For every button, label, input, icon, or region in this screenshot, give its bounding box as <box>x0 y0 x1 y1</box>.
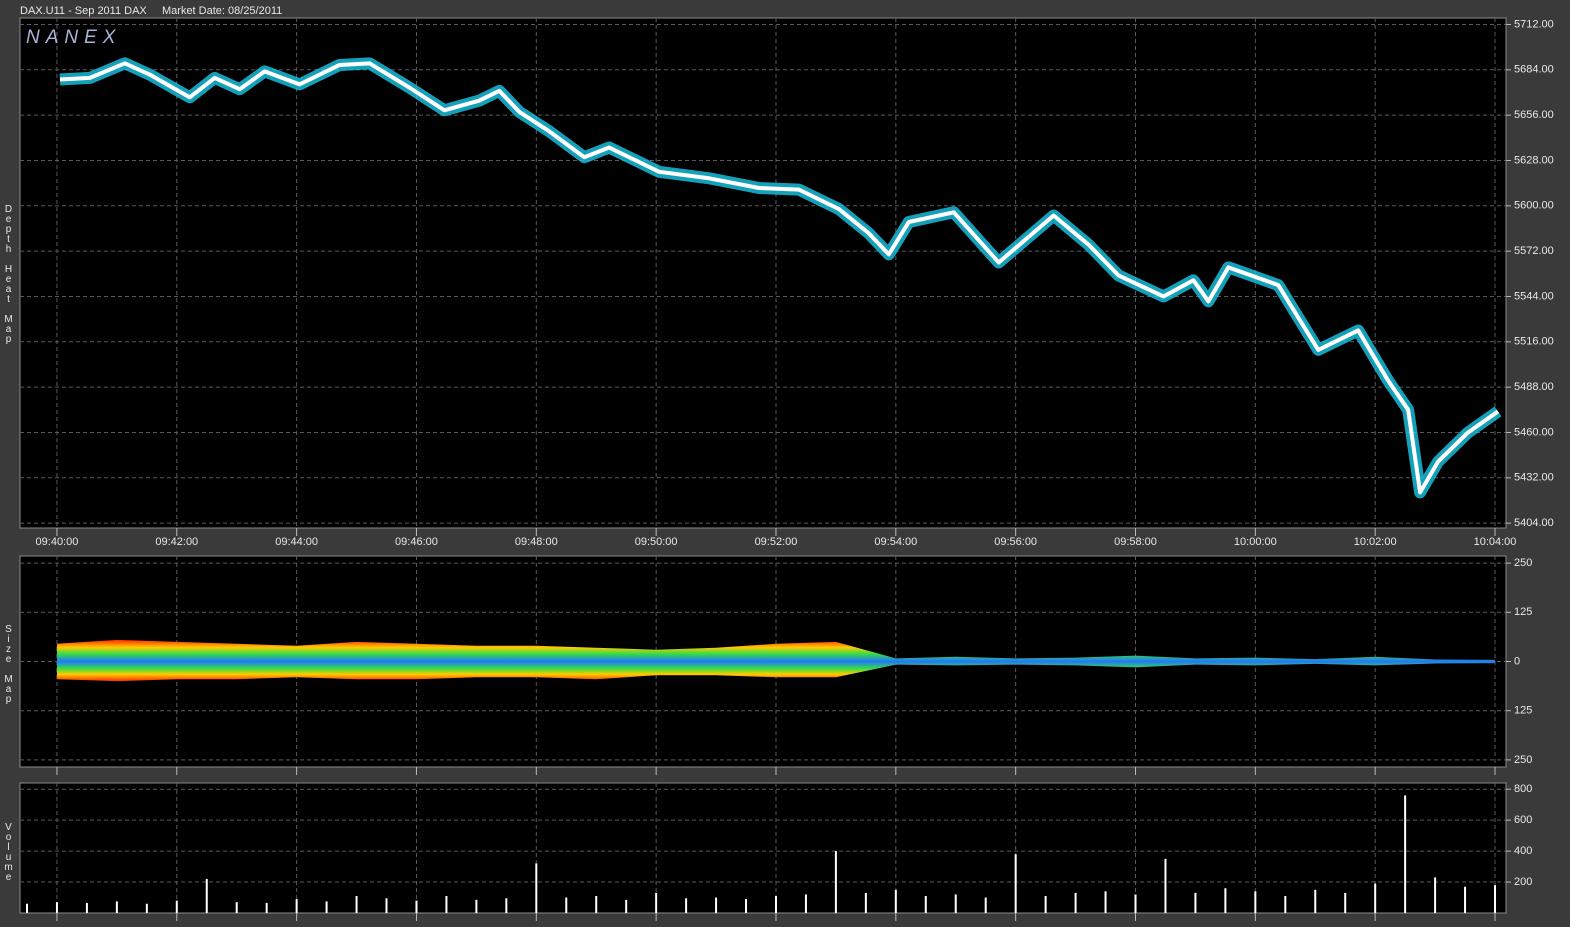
volume-bar <box>1194 892 1197 913</box>
y-tick-label: 200 <box>1514 876 1532 888</box>
x-tick-label: 10:00:00 <box>1234 536 1277 548</box>
y-tick-label: 250 <box>1514 754 1532 766</box>
y-tick-label: 125 <box>1514 606 1532 618</box>
volume-bar <box>1254 891 1257 913</box>
volume-bar <box>205 878 208 913</box>
volume-bar <box>235 902 238 913</box>
y-tick-label: 5600.00 <box>1514 200 1554 212</box>
plot-area <box>19 17 1507 529</box>
watermark: NANEX <box>26 27 121 48</box>
volume-bar <box>954 894 957 913</box>
y-tick-label: 5432.00 <box>1514 472 1554 484</box>
volume-bar <box>115 901 118 913</box>
plot-area <box>19 782 1507 914</box>
x-tick-label: 09:56:00 <box>994 536 1037 548</box>
y-tick-label: 800 <box>1514 783 1532 795</box>
y-axis-label: Size Map <box>3 624 14 704</box>
volume-bar <box>535 863 538 913</box>
volume-bar <box>475 899 478 913</box>
x-tick-label: 10:04:00 <box>1474 536 1517 548</box>
x-tick-label: 09:58:00 <box>1114 536 1157 548</box>
y-tick-label: 250 <box>1514 557 1532 569</box>
volume-bar <box>924 895 927 913</box>
volume-bar <box>565 897 568 913</box>
volume-bar <box>774 895 777 913</box>
volume-bar <box>1224 888 1227 913</box>
volume-bar <box>25 903 28 913</box>
y-tick-label: 5488.00 <box>1514 381 1554 393</box>
volume-bar <box>1374 883 1377 913</box>
y-axis-label: Volume <box>3 822 14 882</box>
y-tick-label: 5544.00 <box>1514 290 1554 302</box>
volume-bar <box>1074 892 1077 913</box>
volume-bar <box>445 895 448 913</box>
y-tick-label: 0 <box>1514 655 1520 667</box>
price-line <box>59 61 1500 495</box>
volume-bar <box>804 894 807 913</box>
volume-bar <box>625 899 628 913</box>
volume-bar <box>415 900 418 913</box>
volume-bar <box>1014 854 1017 913</box>
x-tick-label: 09:40:00 <box>36 536 79 548</box>
size-area <box>56 661 1496 682</box>
volume-bar <box>655 892 658 913</box>
volume-bar <box>1314 889 1317 913</box>
volume-bar <box>295 899 298 913</box>
y-tick-label: 5712.00 <box>1514 18 1554 30</box>
volume-bar <box>745 899 748 913</box>
x-tick-label: 09:46:00 <box>395 536 438 548</box>
volume-bar <box>864 892 867 913</box>
volume-bar <box>834 851 837 913</box>
volume-bar <box>595 895 598 913</box>
x-tick-label: 09:42:00 <box>155 536 198 548</box>
volume-bar <box>984 897 987 913</box>
x-tick-label: 09:44:00 <box>275 536 318 548</box>
y-tick-label: 5684.00 <box>1514 64 1554 76</box>
y-axis-label: Depth Heat Map <box>3 204 14 344</box>
volume-bar <box>1434 877 1437 913</box>
volume-bar <box>1134 894 1137 913</box>
y-tick-label: 5404.00 <box>1514 517 1554 529</box>
y-tick-label: 5656.00 <box>1514 109 1554 121</box>
volume-bar <box>1344 892 1347 913</box>
x-tick-label: 09:52:00 <box>755 536 798 548</box>
y-tick-label: 400 <box>1514 845 1532 857</box>
volume-bar <box>715 897 718 913</box>
chart-title: DAX.U11 - Sep 2011 DAX <box>20 5 147 17</box>
volume-bar <box>1404 795 1407 913</box>
volume-bar <box>55 902 58 913</box>
volume-bar <box>1044 895 1047 913</box>
x-tick-label: 09:50:00 <box>635 536 678 548</box>
volume-bar <box>1104 891 1107 913</box>
volume-bar <box>385 898 388 913</box>
x-tick-label: 09:54:00 <box>874 536 917 548</box>
x-tick-label: 09:48:00 <box>515 536 558 548</box>
y-tick-label: 125 <box>1514 705 1532 717</box>
volume-bar <box>325 901 328 913</box>
volume-bar <box>505 898 508 913</box>
market-date: Market Date: 08/25/2011 <box>162 5 282 17</box>
volume-bar <box>85 902 88 913</box>
volume-bar <box>894 889 897 913</box>
volume-bar <box>175 900 178 913</box>
y-tick-label: 600 <box>1514 814 1532 826</box>
volume-bar <box>1464 886 1467 913</box>
y-tick-label: 5628.00 <box>1514 154 1554 166</box>
y-tick-label: 5572.00 <box>1514 245 1554 257</box>
volume-bar <box>355 895 358 913</box>
volume-bar <box>1164 858 1167 913</box>
volume-bar <box>265 902 268 913</box>
y-tick-label: 5516.00 <box>1514 336 1554 348</box>
volume-bar <box>1284 895 1287 913</box>
y-tick-label: 5460.00 <box>1514 426 1554 438</box>
volume-bar <box>145 903 148 913</box>
volume-bar <box>685 898 688 913</box>
volume-bar <box>1494 885 1497 913</box>
x-tick-label: 10:02:00 <box>1354 536 1397 548</box>
size-area <box>56 639 1496 662</box>
